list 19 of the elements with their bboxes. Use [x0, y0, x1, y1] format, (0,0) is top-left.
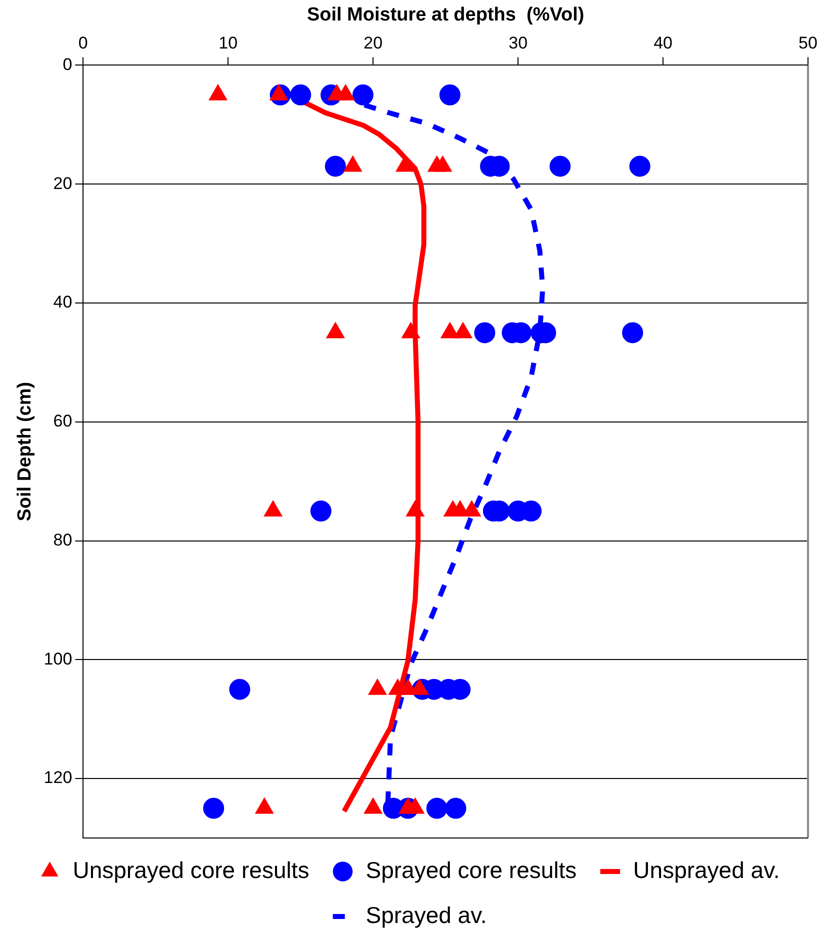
legend-label: Unsprayed core results	[72, 856, 310, 883]
y-tick-label: 20	[53, 174, 72, 193]
x-tick-label: 10	[218, 34, 238, 53]
y-tick-label: 80	[53, 530, 72, 550]
chart-title: Soil Moisture at depths (%Vol)	[306, 4, 584, 26]
legend-label: Sprayed core results	[366, 856, 577, 883]
y-tick-label: 60	[53, 412, 72, 431]
x-tick-label: 30	[508, 34, 528, 53]
y-tick-label: 0	[62, 54, 72, 74]
y-tick-label: 100	[44, 649, 72, 668]
x-tick-label: 0	[78, 34, 88, 53]
x-tick-label: 40	[654, 34, 672, 53]
x-tick-label: 20	[364, 34, 383, 53]
y-axis-title: Soil Depth (cm)	[14, 382, 36, 522]
legend-label: Sprayed av.	[366, 902, 487, 928]
x-tick-label: 50	[798, 34, 818, 53]
y-tick-label: 40	[53, 292, 72, 312]
legend-label: Unsprayed av.	[633, 856, 780, 883]
y-tick-label: 120	[44, 768, 72, 788]
